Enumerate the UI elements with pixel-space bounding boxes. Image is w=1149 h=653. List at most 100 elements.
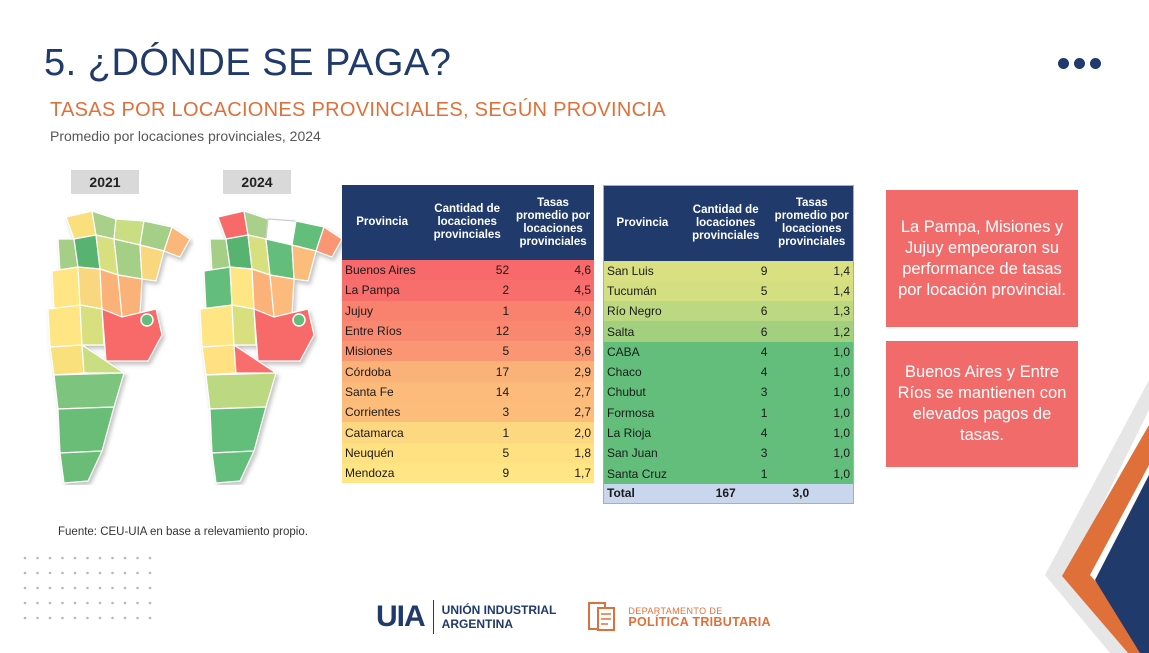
provinces-table-right: Provincia Cantidad de locaciones provinc…: [603, 185, 854, 504]
cell-tasa: 1,2: [833, 324, 850, 339]
table-row: Buenos Aires 52 4,6: [342, 260, 594, 281]
chart-caption: Promedio por locaciones provinciales, 20…: [50, 128, 321, 144]
cell-provincia: La Pampa: [345, 283, 400, 298]
table-row: CABA 4 1,0: [603, 341, 854, 362]
decorative-corner-chevrons: [1045, 380, 1149, 653]
cell-provincia: Corrientes: [345, 405, 401, 420]
table-row: Chubut 3 1,0: [603, 382, 854, 403]
cell-tasa: 4,0: [574, 303, 591, 318]
cell-tasa: 1,0: [833, 426, 850, 441]
cell-tasa: 1,8: [574, 445, 591, 460]
map-year-2024-label: 2024: [223, 170, 291, 194]
cell-provincia: Córdoba: [345, 364, 392, 379]
table-row: Río Negro 6 1,3: [603, 301, 854, 322]
cell-cantidad: 14: [495, 384, 510, 399]
cell-cantidad: 4: [760, 344, 768, 359]
cell-provincia: Formosa: [607, 405, 655, 420]
cell-cantidad: 5: [502, 344, 510, 359]
footer-logos: UIA UNIÓN INDUSTRIAL ARGENTINA DEPARTAME…: [376, 600, 771, 634]
table-row: Corrientes 3 2,7: [342, 402, 594, 423]
cell-tasa: 2,7: [574, 405, 591, 420]
table-row: Misiones 5 3,6: [342, 341, 594, 362]
cell-tasa: 2,0: [574, 425, 591, 440]
cell-cantidad: 4: [760, 426, 768, 441]
provinces-table-left-body: Buenos Aires 52 4,6 La Pampa 2 4,5 Jujuy 1 4,0 En…: [342, 260, 594, 484]
table-row: La Pampa 2 4,5: [342, 280, 594, 301]
cell-tasa: 2,9: [574, 364, 591, 379]
cell-tasa: 1,4: [833, 283, 850, 298]
cell-provincia: Catamarca: [345, 425, 404, 440]
table-row: Formosa 1 1,0: [603, 402, 854, 423]
cell-cantidad: 5: [760, 283, 768, 298]
cell-tasa: 1,7: [574, 466, 591, 481]
cell-cantidad: 1: [502, 303, 510, 318]
provinces-table-left: Provincia Cantidad de locaciones provinc…: [342, 185, 594, 484]
table-row: Jujuy 1 4,0: [342, 300, 594, 321]
col-header-cantidad: Cantidad de locaciones provinciales: [680, 185, 771, 261]
table-row: Neuquén 5 1,8: [342, 442, 594, 463]
cell-tasa: 1,0: [833, 385, 850, 400]
page-title: 5. ¿DÓNDE SE PAGA?: [44, 42, 452, 84]
cell-provincia: CABA: [607, 344, 640, 359]
col-header-provincia: Provincia: [342, 185, 423, 260]
cell-tasa: 1,3: [833, 304, 850, 319]
total-row: Total 167 3,0: [603, 483, 854, 504]
cell-cantidad: 1: [760, 466, 768, 481]
cell-tasa: 2,7: [574, 384, 591, 399]
cell-tasa: 1,0: [833, 405, 850, 420]
cell-provincia: Río Negro: [607, 304, 662, 319]
table-row: San Juan 3 1,0: [603, 443, 854, 464]
cell-cantidad: 6: [760, 324, 768, 339]
col-header-tasa: Tasas promedio por locaciones provincial…: [770, 185, 854, 261]
uia-logo: UIA: [376, 600, 426, 633]
cell-provincia: San Luis: [607, 263, 654, 278]
table-row: Córdoba 17 2,9: [342, 361, 594, 382]
table-row: Santa Cruz 1 1,0: [603, 463, 854, 484]
col-header-tasa: Tasas promedio por locaciones provincial…: [512, 185, 594, 260]
table-row: Chaco 4 1,0: [603, 361, 854, 383]
callout-box: La Pampa, Misiones y Jujuy empeoraron su…: [886, 190, 1078, 327]
dpt-name: DEPARTAMENTO DE POLÍTICA TRIBUTARIA: [628, 605, 771, 629]
cell-cantidad: 3: [502, 405, 510, 420]
cell-tasa: 1,4: [833, 263, 850, 278]
total-label: Total: [603, 483, 681, 504]
cell-provincia: San Juan: [607, 446, 658, 461]
cell-tasa: 1,0: [833, 344, 850, 359]
cell-tasa: 1,0: [833, 466, 850, 481]
cell-provincia: La Rioja: [607, 426, 652, 441]
cell-tasa: 1,0: [833, 446, 850, 461]
argentina-map-2024: [199, 210, 343, 484]
callout-text: Buenos Aires y Entre Ríos se mantienen c…: [897, 363, 1067, 444]
uia-name: UNIÓN INDUSTRIAL ARGENTINA: [441, 603, 557, 631]
cell-provincia: Entre Ríos: [345, 324, 402, 339]
table-row: Entre Ríos 12 3,9: [342, 320, 594, 342]
table-row: La Rioja 4 1,0: [603, 422, 854, 444]
cell-provincia: Mendoza: [345, 466, 395, 481]
cell-provincia: Misiones: [345, 344, 393, 359]
cell-provincia: Buenos Aires: [345, 263, 416, 278]
cell-provincia: Chubut: [607, 385, 646, 400]
cell-cantidad: 1: [760, 405, 768, 420]
callout-text: La Pampa, Misiones y Jujuy empeoraron su…: [898, 217, 1066, 299]
cell-cantidad: 3: [760, 446, 768, 461]
decorative-dot-grid: [23, 556, 152, 620]
cell-provincia: Santa Cruz: [607, 466, 668, 481]
table-row: Santa Fe 14 2,7: [342, 381, 594, 403]
cell-cantidad: 12: [495, 324, 510, 339]
map-year-2021-label: 2021: [71, 170, 139, 194]
cell-cantidad: 52: [495, 263, 510, 278]
cell-cantidad: 5: [502, 445, 510, 460]
table-row: San Luis 9 1,4: [603, 260, 854, 281]
cell-provincia: Salta: [607, 324, 635, 339]
cell-cantidad: 17: [495, 364, 510, 379]
col-header-provincia: Provincia: [603, 185, 681, 261]
table-row: Catamarca 1 2,0: [342, 422, 594, 443]
cell-cantidad: 1: [502, 425, 510, 440]
col-header-cantidad: Cantidad de locaciones provinciales: [422, 185, 513, 260]
cell-cantidad: 3: [760, 385, 768, 400]
cell-cantidad: 6: [760, 304, 768, 319]
cell-tasa: 3,6: [574, 344, 591, 359]
total-cantidad: 167: [680, 483, 771, 504]
more-options-icon[interactable]: [1058, 58, 1101, 69]
provinces-table-right-body: San Luis 9 1,4 Tucumán 5 1,4 Río Negro 6 1,3 Salt…: [603, 260, 854, 484]
